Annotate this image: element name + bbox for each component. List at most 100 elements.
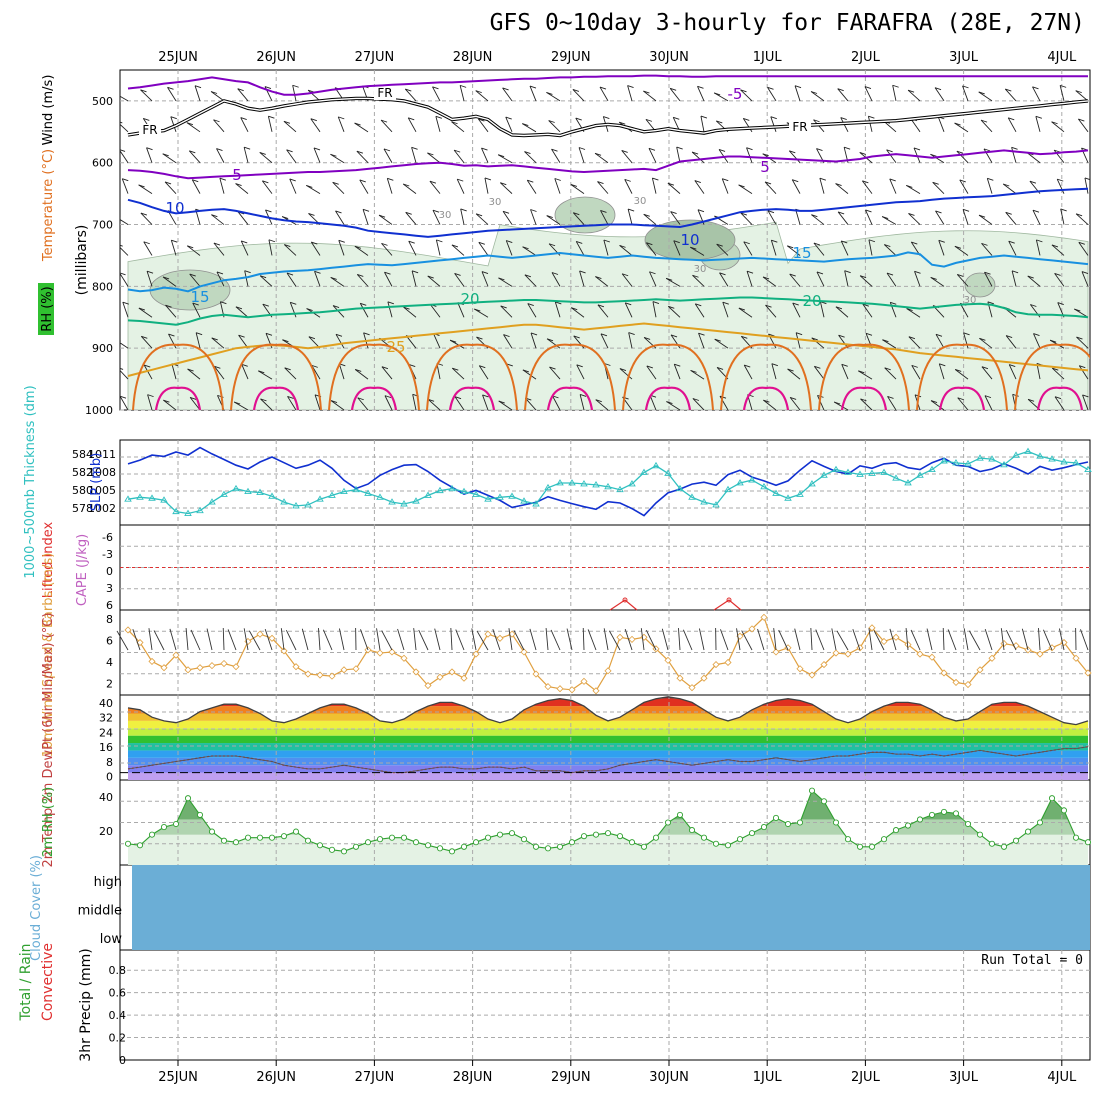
barb-flag xyxy=(478,118,485,122)
wind-barb xyxy=(376,628,381,651)
barb-flag xyxy=(186,122,194,126)
barb-flag xyxy=(768,333,775,337)
barb xyxy=(237,88,249,102)
barb-flag xyxy=(714,92,721,96)
barb-flag xyxy=(211,214,218,218)
barb xyxy=(168,333,177,349)
barb xyxy=(359,179,369,194)
barb xyxy=(243,147,249,163)
barb xyxy=(986,178,993,194)
barb-flag xyxy=(1051,244,1059,248)
barb-flag xyxy=(216,148,223,152)
wind-barb xyxy=(222,627,225,651)
barb xyxy=(714,338,729,349)
barb-flag xyxy=(546,215,553,219)
barb-flag xyxy=(1054,272,1061,276)
barb-flag xyxy=(286,149,293,153)
barb-flag xyxy=(889,178,896,182)
wind-speed-marker xyxy=(184,666,192,674)
rh-marker xyxy=(472,839,480,846)
barb xyxy=(819,301,825,318)
barb xyxy=(810,91,825,102)
barb-flag xyxy=(502,87,509,91)
barb xyxy=(403,306,417,318)
barb-flag xyxy=(260,398,267,402)
barb xyxy=(524,397,537,410)
barb xyxy=(627,85,633,102)
barb xyxy=(211,214,225,225)
barb xyxy=(460,208,465,225)
barb-flag xyxy=(290,301,297,305)
y-label-part: Wind (m/s) xyxy=(41,75,56,146)
wind-barb xyxy=(624,628,633,651)
barb xyxy=(384,395,393,410)
barb-flag xyxy=(120,395,127,399)
barb xyxy=(432,86,441,102)
barb-flag xyxy=(862,303,869,307)
barb xyxy=(669,88,681,102)
barb-flag xyxy=(427,152,434,156)
barb xyxy=(980,119,993,133)
wind-speed-marker xyxy=(352,665,360,673)
barb-flag xyxy=(122,178,129,182)
barb xyxy=(475,213,489,225)
barb xyxy=(938,240,945,256)
barb xyxy=(713,92,729,102)
barb-flag xyxy=(978,91,985,95)
thickness-marker xyxy=(508,492,516,499)
barb-flag xyxy=(886,272,894,276)
barb-flag xyxy=(573,335,580,339)
rh-marker xyxy=(208,828,216,835)
barb xyxy=(771,363,777,380)
barb-flag xyxy=(939,363,946,367)
barb-flag xyxy=(479,365,486,369)
wind-barb xyxy=(836,630,849,651)
cloud-level-label: high xyxy=(94,875,122,890)
date-top: 27JUN xyxy=(355,50,395,65)
barb xyxy=(746,147,753,163)
barb xyxy=(283,120,297,133)
barb xyxy=(692,398,705,410)
wind-barb xyxy=(360,629,369,651)
barb-flag xyxy=(649,271,656,275)
barb xyxy=(570,307,585,318)
wind-barb xyxy=(434,628,441,651)
barb xyxy=(554,301,561,318)
barb-flag xyxy=(405,88,412,92)
barb xyxy=(435,239,441,256)
barb xyxy=(527,303,537,318)
barb-flag xyxy=(481,147,488,151)
barb xyxy=(262,180,273,194)
barb-flag xyxy=(979,337,986,341)
barb-flag xyxy=(646,242,653,246)
barb-flag xyxy=(987,301,995,305)
barb xyxy=(186,245,201,256)
temp-tick: 32 xyxy=(99,712,113,725)
barb-flag xyxy=(890,301,897,305)
wind-barb xyxy=(661,628,669,651)
wind-barb xyxy=(185,628,189,651)
barb-flag xyxy=(930,400,938,404)
barb xyxy=(1032,86,1041,102)
barb-flag xyxy=(955,369,962,372)
barb-flag xyxy=(643,337,651,340)
barb-flag xyxy=(1027,398,1035,402)
barb-flag xyxy=(163,399,170,403)
wind-speed-marker xyxy=(532,670,540,678)
barb-flag xyxy=(619,368,627,372)
thickness-marker xyxy=(412,497,420,504)
wind-barb xyxy=(455,629,465,651)
wind-barb xyxy=(285,630,297,651)
barb-flag xyxy=(484,177,492,181)
wind-speed-marker xyxy=(544,683,552,691)
barb-flag xyxy=(844,270,851,274)
barb xyxy=(576,364,585,380)
wind-barb xyxy=(264,628,273,651)
y-label-part: Convective xyxy=(40,943,56,1021)
thickness-marker xyxy=(940,457,948,464)
wind-speed-marker xyxy=(688,684,696,692)
rh-marker xyxy=(1060,807,1068,814)
barb xyxy=(189,273,201,287)
barb xyxy=(356,274,369,287)
barb xyxy=(579,270,585,287)
